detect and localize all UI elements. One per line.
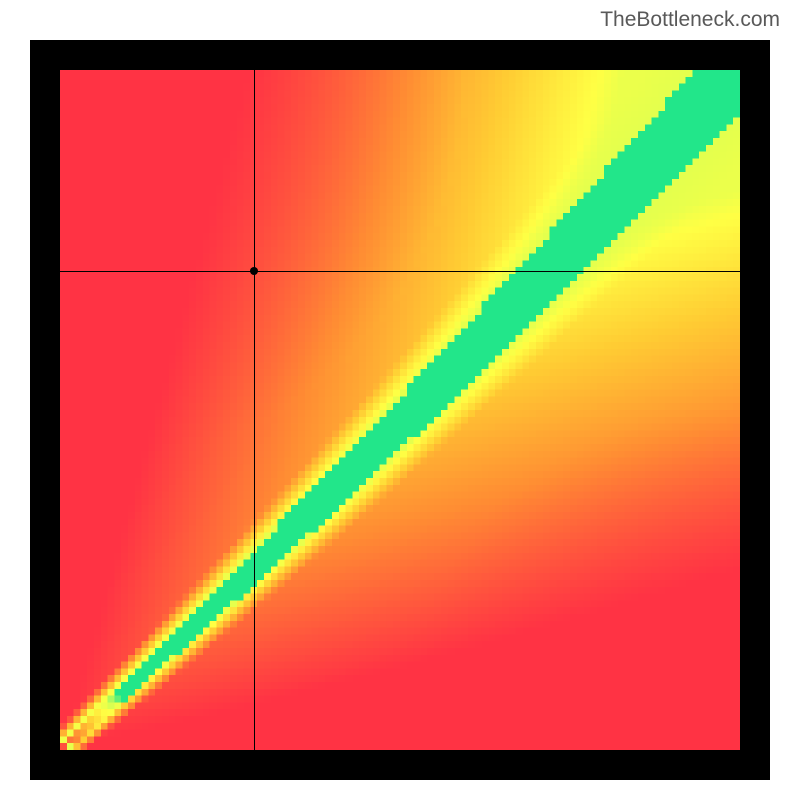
chart-outer-frame — [30, 40, 770, 780]
bottleneck-heatmap — [60, 70, 740, 750]
crosshair-horizontal — [60, 271, 740, 272]
chart-container: TheBottleneck.com — [0, 0, 800, 800]
crosshair-dot-icon — [250, 267, 258, 275]
watermark-text: TheBottleneck.com — [600, 8, 780, 32]
crosshair-vertical — [254, 70, 255, 750]
